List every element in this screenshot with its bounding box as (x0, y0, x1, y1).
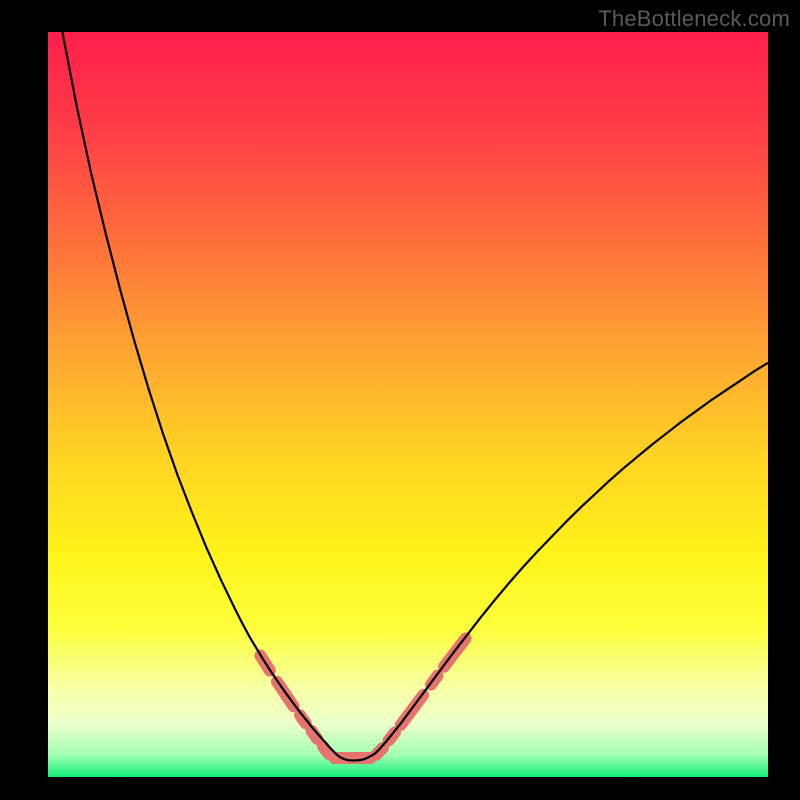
bottleneck-chart (48, 32, 768, 777)
chart-svg (48, 32, 768, 777)
watermark-text: TheBottleneck.com (598, 6, 790, 32)
gradient-background (48, 32, 768, 777)
